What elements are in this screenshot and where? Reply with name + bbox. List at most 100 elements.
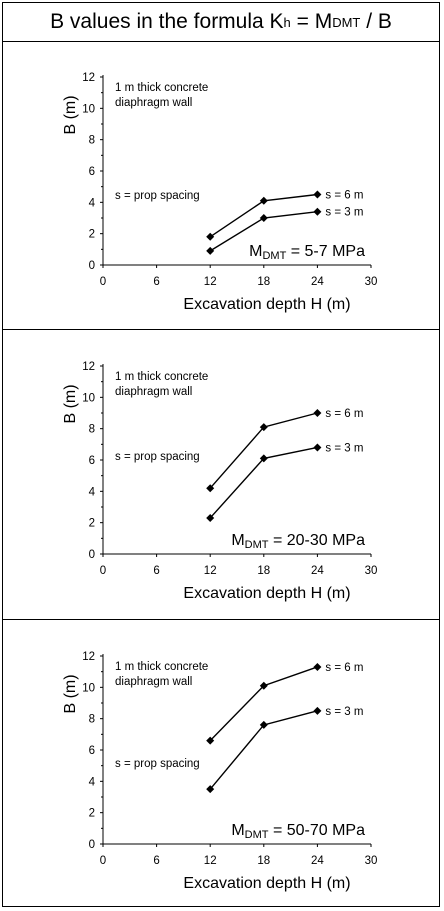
series-point [259, 196, 268, 205]
series-label: s = 6 m [325, 662, 363, 674]
y-tick-label: 10 [82, 682, 95, 694]
y-tick-label: 12 [82, 72, 95, 84]
y-tick-label: 12 [82, 361, 95, 373]
y-tick-label: 8 [89, 135, 95, 147]
x-tick-label: 24 [311, 276, 324, 288]
x-tick-label: 12 [204, 565, 217, 577]
series-point [313, 662, 322, 671]
chart-panel-3: 0 2 4 6 8 10 12 0 6 12 18 24 30 Excavation depth H (m… [3, 620, 439, 906]
mdmt-subscript: DMT [262, 250, 286, 262]
title-prefix: B values in the formula K [50, 10, 284, 33]
y-tick-label: 12 [82, 651, 95, 663]
y-tick-label: 6 [89, 745, 95, 757]
x-tick-label: 24 [311, 855, 324, 867]
series-point [313, 443, 322, 452]
y-tick-label: 4 [89, 776, 96, 788]
series-point [313, 706, 322, 715]
spacing-note: s = prop spacing [115, 451, 200, 463]
title-subscript-dmt: DMT [332, 14, 361, 30]
series-point [259, 214, 268, 222]
x-tick-label: 18 [257, 276, 270, 288]
series-point [259, 454, 268, 463]
wall-note-line1: 1 m thick concrete [115, 371, 208, 383]
spacing-note: s = prop spacing [115, 758, 200, 770]
series-point [259, 720, 268, 729]
mdmt-prefix: M [249, 243, 262, 260]
y-tick-label: 2 [89, 518, 95, 530]
series-point [206, 513, 215, 522]
y-tick-label: 0 [89, 839, 95, 851]
series-point [313, 190, 322, 199]
mdmt-label: MDMT = 20-30 MPa [231, 532, 365, 551]
chart-panel-2: 0 2 4 6 8 10 12 0 6 12 18 24 30 Excavation depth H (m… [3, 330, 439, 620]
y-tick-label: 6 [89, 455, 95, 467]
series-point [206, 246, 215, 255]
mdmt-subscript: DMT [245, 539, 269, 551]
series-point [259, 423, 268, 432]
y-tick-label: 0 [89, 260, 95, 272]
series-line [209, 666, 318, 742]
x-tick-label: 24 [311, 565, 324, 577]
y-axis-label: B (m) [62, 95, 79, 134]
x-tick-label: 18 [257, 565, 270, 577]
mdmt-value: = 5-7 MPa [286, 243, 365, 260]
series-point [206, 232, 215, 241]
y-tick-label: 8 [89, 714, 95, 726]
x-axis-label: Excavation depth H (m) [183, 585, 350, 602]
x-tick-label: 0 [100, 855, 106, 867]
y-tick-label: 10 [82, 103, 95, 115]
series-point [206, 484, 215, 493]
x-tick-label: 12 [204, 276, 217, 288]
x-tick-label: 0 [100, 565, 106, 577]
title-subscript-h: h [283, 14, 291, 30]
series-point [259, 681, 268, 690]
wall-note-line2: diaphragm wall [115, 676, 192, 688]
x-tick-label: 6 [153, 855, 159, 867]
chart-panel-1: 0 2 4 6 8 10 12 0 6 12 18 24 30 Excavation depth H (m… [3, 41, 439, 330]
y-tick-label: 2 [89, 808, 95, 820]
mdmt-subscript: DMT [245, 829, 269, 841]
title-suffix: / B [360, 10, 392, 33]
wall-note-line1: 1 m thick concrete [115, 661, 208, 673]
series-label: s = 3 m [325, 207, 363, 219]
series-point [206, 785, 215, 794]
y-tick-label: 4 [89, 486, 96, 498]
wall-note-line2: diaphragm wall [115, 97, 192, 109]
x-tick-label: 6 [153, 565, 159, 577]
x-tick-label: 0 [100, 276, 106, 288]
x-axis-label: Excavation depth H (m) [183, 875, 350, 892]
y-axis-label: B (m) [62, 384, 79, 423]
series-label: s = 3 m [325, 442, 363, 454]
mdmt-prefix: M [231, 822, 244, 839]
title-mid: = M [290, 10, 333, 33]
series-label: s = 6 m [325, 190, 363, 202]
y-tick-label: 2 [89, 229, 95, 241]
y-tick-label: 8 [89, 424, 95, 436]
x-tick-label: 30 [365, 855, 378, 867]
wall-note-line2: diaphragm wall [115, 386, 192, 398]
x-tick-label: 6 [153, 276, 159, 288]
series-label: s = 3 m [325, 706, 363, 718]
y-tick-label: 4 [89, 197, 96, 209]
y-tick-label: 6 [89, 166, 95, 178]
series-point [206, 736, 215, 745]
mdmt-value: = 20-30 MPa [269, 532, 366, 549]
x-tick-label: 30 [365, 276, 378, 288]
series-label: s = 6 m [325, 408, 363, 420]
y-axis-label: B (m) [62, 674, 79, 713]
x-tick-label: 30 [365, 565, 378, 577]
series-point [313, 409, 322, 417]
x-axis-label: Excavation depth H (m) [183, 296, 350, 313]
series-point [313, 207, 322, 216]
y-tick-label: 0 [89, 549, 95, 561]
mdmt-label: MDMT = 5-7 MPa [249, 243, 365, 262]
mdmt-value: = 50-70 MPa [269, 822, 366, 839]
spacing-note: s = prop spacing [115, 190, 200, 202]
wall-note-line1: 1 m thick concrete [115, 82, 208, 94]
mdmt-prefix: M [231, 532, 244, 549]
